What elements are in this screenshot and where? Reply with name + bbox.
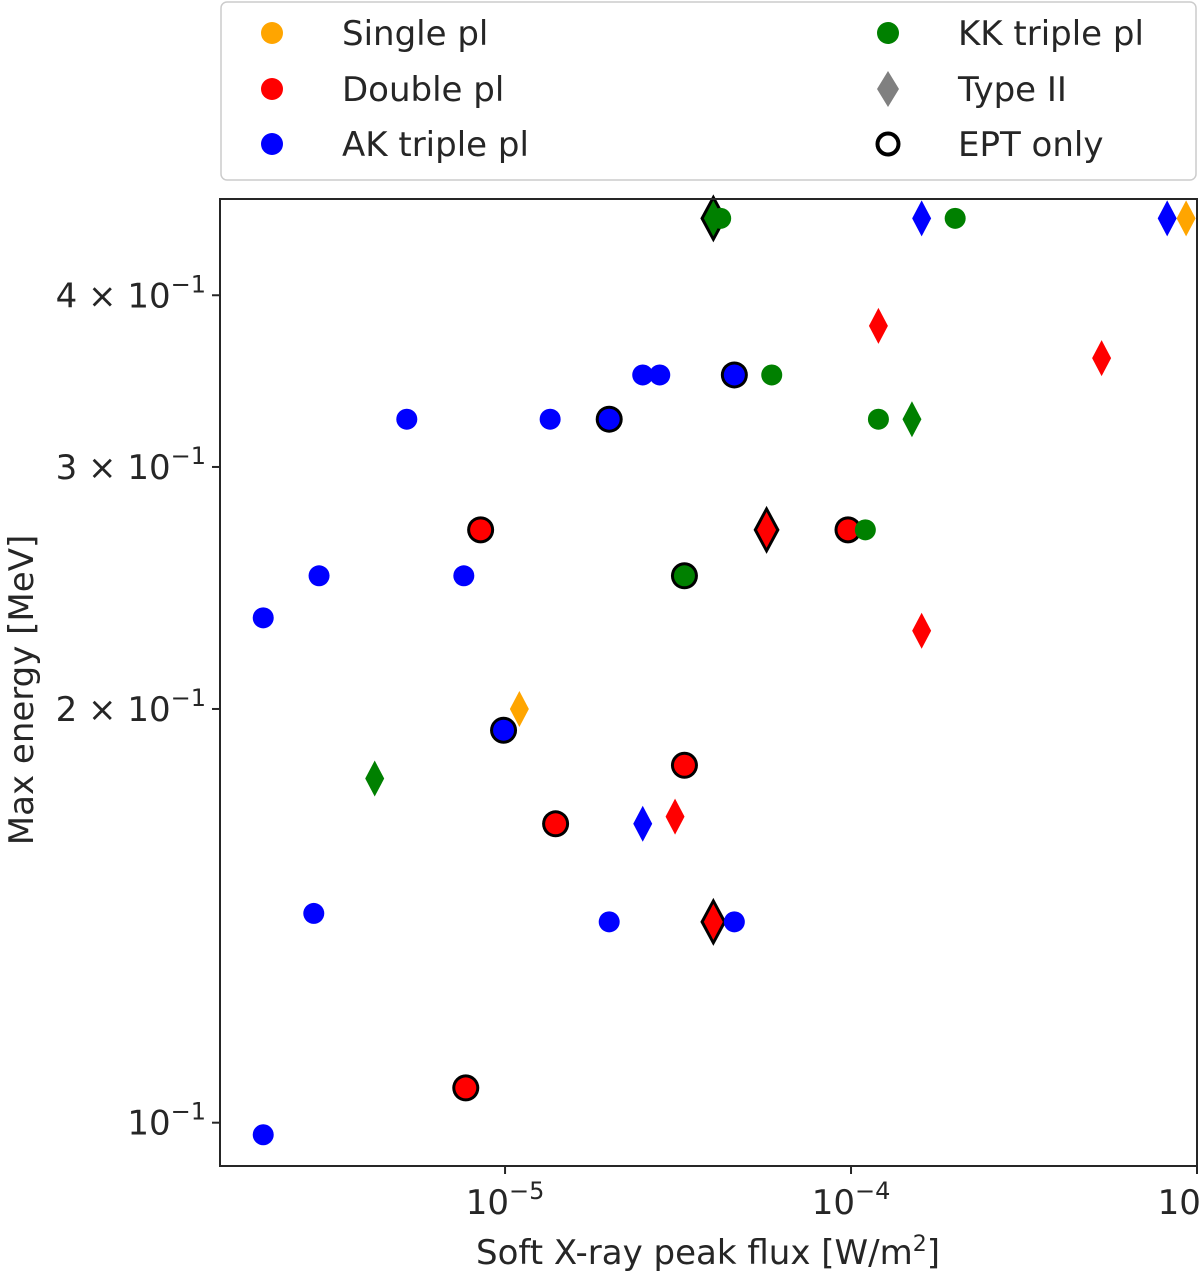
- plot-frame: [219, 198, 1198, 1167]
- legend-label: Single pl: [342, 14, 488, 54]
- legend-label: KK triple pl: [958, 14, 1144, 54]
- data-point: [303, 902, 325, 924]
- data-point: [710, 207, 732, 229]
- legend-label: EPT only: [958, 125, 1103, 165]
- data-point: [455, 1077, 477, 1099]
- legend-marker: [261, 22, 283, 44]
- x-axis-ticks: 10−5 10−4 10−3: [466, 1166, 1200, 1223]
- data-point: [1092, 340, 1112, 377]
- data-point: [470, 519, 492, 541]
- data-point: [912, 200, 932, 237]
- data-point: [1176, 200, 1196, 237]
- data-point: [1157, 200, 1177, 237]
- data-point: [252, 1124, 274, 1146]
- legend-marker: [875, 131, 901, 157]
- data-point: [837, 519, 859, 541]
- data-point: [868, 307, 888, 344]
- data-point: [867, 408, 889, 430]
- legend-frame: [220, 1, 1197, 181]
- data-point: [493, 719, 515, 741]
- data-point: [723, 911, 745, 933]
- data-point: [761, 364, 783, 386]
- legend-marker: [261, 78, 283, 100]
- data-point: [598, 408, 620, 430]
- y-tick-label: 4 × 10−1: [56, 270, 206, 316]
- data-point: [632, 364, 654, 386]
- data-point: [757, 511, 777, 548]
- legend-label: Type II: [957, 70, 1067, 110]
- legend-label: Double pl: [342, 70, 504, 110]
- plot-area: [219, 194, 1198, 1167]
- legend-marker: [261, 133, 283, 155]
- data-point: [396, 408, 418, 430]
- x-tick-label: 10−5: [466, 1177, 545, 1223]
- y-tick-label: 3 × 10−1: [56, 442, 206, 488]
- data-point: [308, 565, 330, 587]
- x-axis-label: Soft X-ray peak flux [W/m2]: [476, 1232, 940, 1273]
- y-axis-ticks: 10−1 2 × 10−1 3 × 10−1 4 × 10−1: [56, 270, 220, 1144]
- x-tick-label: 10−3: [1158, 1177, 1200, 1223]
- data-point: [598, 911, 620, 933]
- data-point: [539, 408, 561, 430]
- data-point: [703, 903, 723, 940]
- data-point: [854, 519, 876, 541]
- y-tick-label: 2 × 10−1: [56, 684, 206, 730]
- legend: Single pl Double pl AK triple pl KK triple …: [220, 1, 1197, 181]
- x-tick-label: 10−4: [812, 1177, 891, 1223]
- data-point: [509, 690, 529, 727]
- data-point: [252, 607, 274, 629]
- legend-marker: [877, 22, 899, 44]
- data-point: [649, 364, 671, 386]
- legend-marker: [877, 71, 899, 107]
- y-axis-label: Max energy [MeV]: [2, 535, 42, 845]
- data-point: [944, 207, 966, 229]
- data-point: [453, 565, 475, 587]
- data-point: [545, 813, 567, 835]
- data-point: [673, 565, 695, 587]
- data-point: [633, 805, 653, 842]
- legend-label: AK triple pl: [342, 125, 529, 165]
- data-point: [673, 754, 695, 776]
- data-point: [665, 798, 685, 835]
- data-point: [912, 612, 932, 649]
- data-point: [723, 364, 745, 386]
- data-point: [365, 760, 385, 797]
- data-point: [902, 401, 922, 438]
- y-tick-label: 10−1: [127, 1098, 206, 1144]
